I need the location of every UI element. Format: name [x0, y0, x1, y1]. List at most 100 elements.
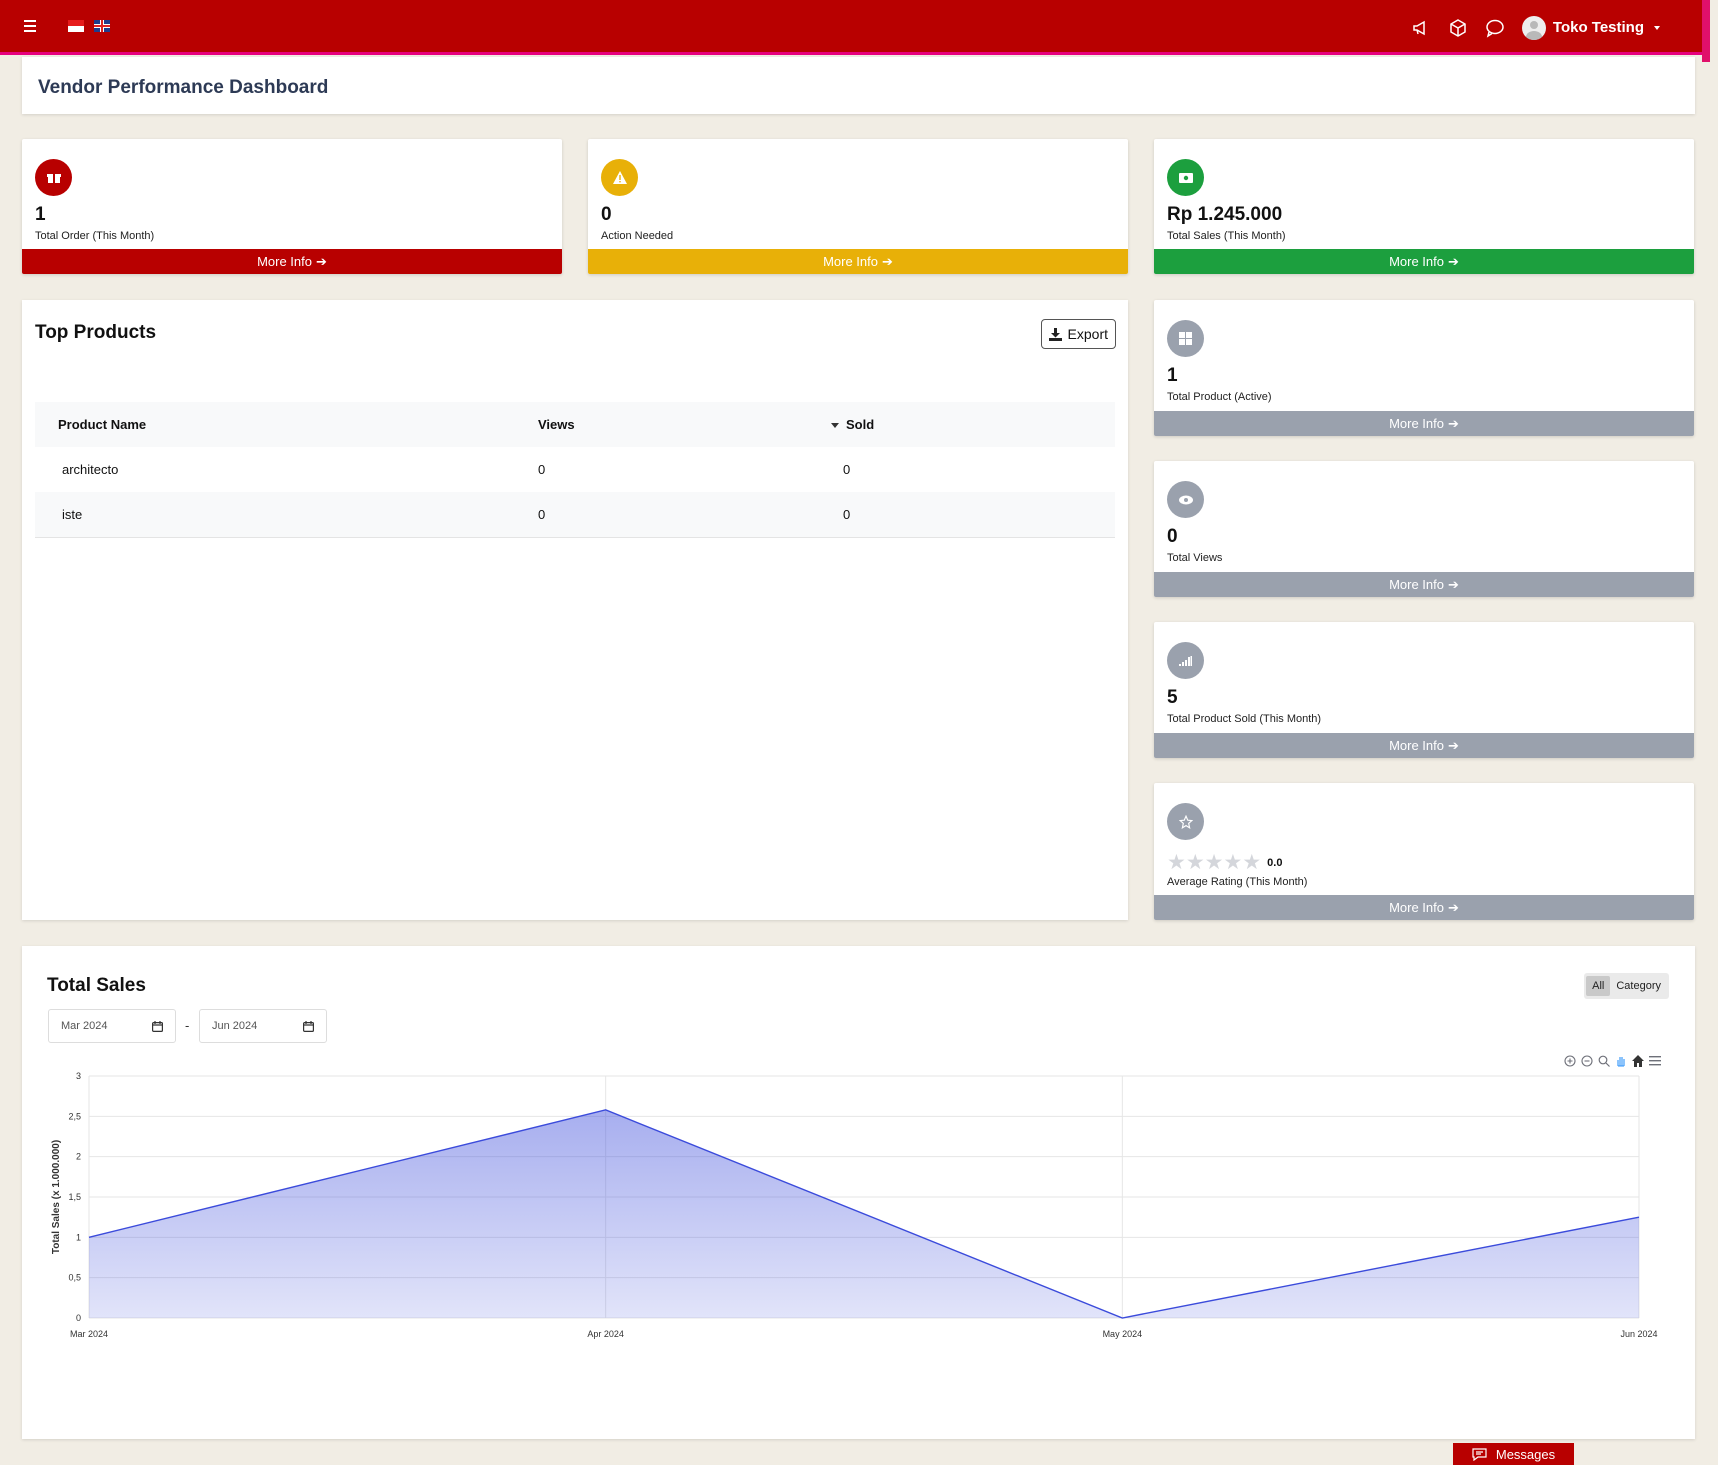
reset-home-icon[interactable] [1631, 1054, 1645, 1068]
eye-icon [1167, 481, 1204, 518]
views-cell: 0 [538, 462, 546, 477]
star-icon [1167, 803, 1204, 840]
column-header-sold-label: Sold [846, 417, 875, 432]
views-cell: 0 [538, 492, 831, 538]
star-empty-icon: ★ [1242, 851, 1262, 874]
y-tick-label: 1 [76, 1232, 81, 1242]
star-empty-icon: ★ [1167, 851, 1186, 874]
money-icon [1167, 159, 1204, 196]
stat-label: Total Sales (This Month) [1167, 230, 1286, 242]
toggle-category[interactable]: Category [1616, 980, 1661, 992]
more-info-label: More Info [823, 254, 878, 269]
column-header-views[interactable]: Views [538, 402, 831, 447]
date-to-value: Jun 2024 [212, 1020, 258, 1032]
messages-button[interactable]: Messages [1453, 1443, 1574, 1465]
more-info-link[interactable]: More Info ➔ [1154, 249, 1694, 274]
x-tick-label: May 2024 [1103, 1329, 1143, 1339]
star-empty-icon: ★ [1185, 851, 1205, 874]
product-name-cell: iste [35, 492, 538, 538]
calendar-icon [152, 1020, 163, 1032]
rating-stars: ★ ★ ★ ★ ★ 0.0 [1167, 852, 1282, 873]
export-label: Export [1067, 326, 1108, 342]
megaphone-icon[interactable] [1411, 18, 1431, 38]
user-menu[interactable]: Toko Testing [1521, 15, 1660, 40]
stat-average-rating: ★ ★ ★ ★ ★ 0.0 Average Rating (This Month… [1154, 783, 1694, 920]
arrow-right-icon: ➔ [882, 253, 893, 269]
rating-value: 0.0 [1267, 856, 1283, 869]
top-navbar: Toko Testing [0, 0, 1702, 55]
calendar-icon [303, 1020, 314, 1032]
avatar [1521, 15, 1546, 40]
top-products-card: Top Products Export Product Name Views S… [22, 300, 1128, 920]
stat-value: 0 [1167, 526, 1178, 547]
date-separator: - [185, 1018, 190, 1033]
chat-icon[interactable] [1485, 18, 1505, 38]
arrow-right-icon: ➔ [1448, 737, 1459, 753]
stat-total-product: 1 Total Product (Active) More Info ➔ [1154, 300, 1694, 436]
messages-label: Messages [1495, 1446, 1556, 1462]
more-info-link[interactable]: More Info ➔ [22, 249, 562, 274]
more-info-label: More Info [1389, 738, 1444, 753]
zoom-in-icon[interactable] [1563, 1054, 1577, 1068]
arrow-right-icon: ➔ [1448, 253, 1459, 269]
toggle-all[interactable]: All [1586, 976, 1611, 996]
stat-value: 0 [601, 204, 612, 225]
more-info-label: More Info [257, 254, 312, 269]
sold-cell: 0 [831, 492, 1115, 538]
zoom-out-icon[interactable] [1580, 1054, 1594, 1068]
more-info-label: More Info [1389, 577, 1444, 592]
table-row: architecto 0 0 [35, 447, 1115, 492]
date-from-input[interactable]: Mar 2024 [48, 1009, 176, 1043]
column-header-product-name[interactable]: Product Name [35, 402, 538, 447]
export-button[interactable]: Export [1040, 319, 1116, 349]
more-info-link[interactable]: More Info ➔ [1154, 572, 1694, 597]
y-tick-label: 0,5 [68, 1273, 81, 1283]
star-empty-icon: ★ [1223, 851, 1243, 874]
x-tick-label: Jun 2024 [1620, 1329, 1657, 1339]
stat-value: Rp 1.245.000 [1167, 204, 1283, 225]
stat-label: Total Order (This Month) [35, 230, 155, 242]
product-name-cell: architecto [62, 462, 119, 477]
total-sales-card: Total Sales All Category Mar 2024 - Jun … [22, 946, 1695, 1439]
signal-icon [1167, 642, 1204, 679]
more-info-link[interactable]: More Info ➔ [588, 249, 1128, 274]
x-tick-label: Mar 2024 [70, 1329, 108, 1339]
top-products-title: Top Products [35, 322, 157, 343]
download-icon [1048, 327, 1062, 341]
stat-label: Action Needed [601, 230, 674, 242]
star-empty-icon: ★ [1204, 851, 1224, 874]
y-tick-label: 0 [76, 1313, 81, 1323]
top-products-table: Product Name Views Sold architecto 0 0 i… [35, 402, 1115, 538]
grid-icon [1167, 320, 1204, 357]
column-header-sold[interactable]: Sold [831, 402, 1115, 447]
page-title-card: Vendor Performance Dashboard [22, 57, 1695, 114]
stat-value: 1 [35, 204, 46, 225]
stat-label: Total Product Sold (This Month) [1167, 713, 1322, 725]
flag-uk-icon[interactable] [94, 20, 110, 32]
box-icon[interactable] [1448, 18, 1468, 38]
stat-value: 5 [1167, 687, 1178, 708]
more-info-label: More Info [1389, 900, 1444, 915]
series-line [88, 1109, 1640, 1319]
page-title: Vendor Performance Dashboard [38, 77, 329, 98]
user-name: Toko Testing [1552, 19, 1644, 36]
pan-icon[interactable] [1614, 1054, 1628, 1068]
more-info-label: More Info [1389, 416, 1444, 431]
chart-menu-icon[interactable] [1648, 1054, 1662, 1068]
more-info-link[interactable]: More Info ➔ [1154, 895, 1694, 920]
selection-zoom-icon[interactable] [1597, 1054, 1611, 1068]
date-to-input[interactable]: Jun 2024 [199, 1009, 327, 1043]
menu-icon[interactable] [24, 20, 36, 32]
more-info-label: More Info [1389, 254, 1444, 269]
stat-value: 1 [1167, 365, 1178, 386]
arrow-right-icon: ➔ [1448, 415, 1459, 431]
sold-cell: 0 [843, 462, 851, 477]
stat-label: Average Rating (This Month) [1167, 876, 1308, 888]
y-tick-label: 2,5 [68, 1111, 81, 1121]
arrow-right-icon: ➔ [1448, 899, 1459, 915]
stat-total-sales: Rp 1.245.000 Total Sales (This Month) Mo… [1154, 139, 1694, 274]
stat-total-views: 0 Total Views More Info ➔ [1154, 461, 1694, 597]
more-info-link[interactable]: More Info ➔ [1154, 733, 1694, 758]
flag-id-icon[interactable] [68, 20, 84, 32]
more-info-link[interactable]: More Info ➔ [1154, 411, 1694, 436]
